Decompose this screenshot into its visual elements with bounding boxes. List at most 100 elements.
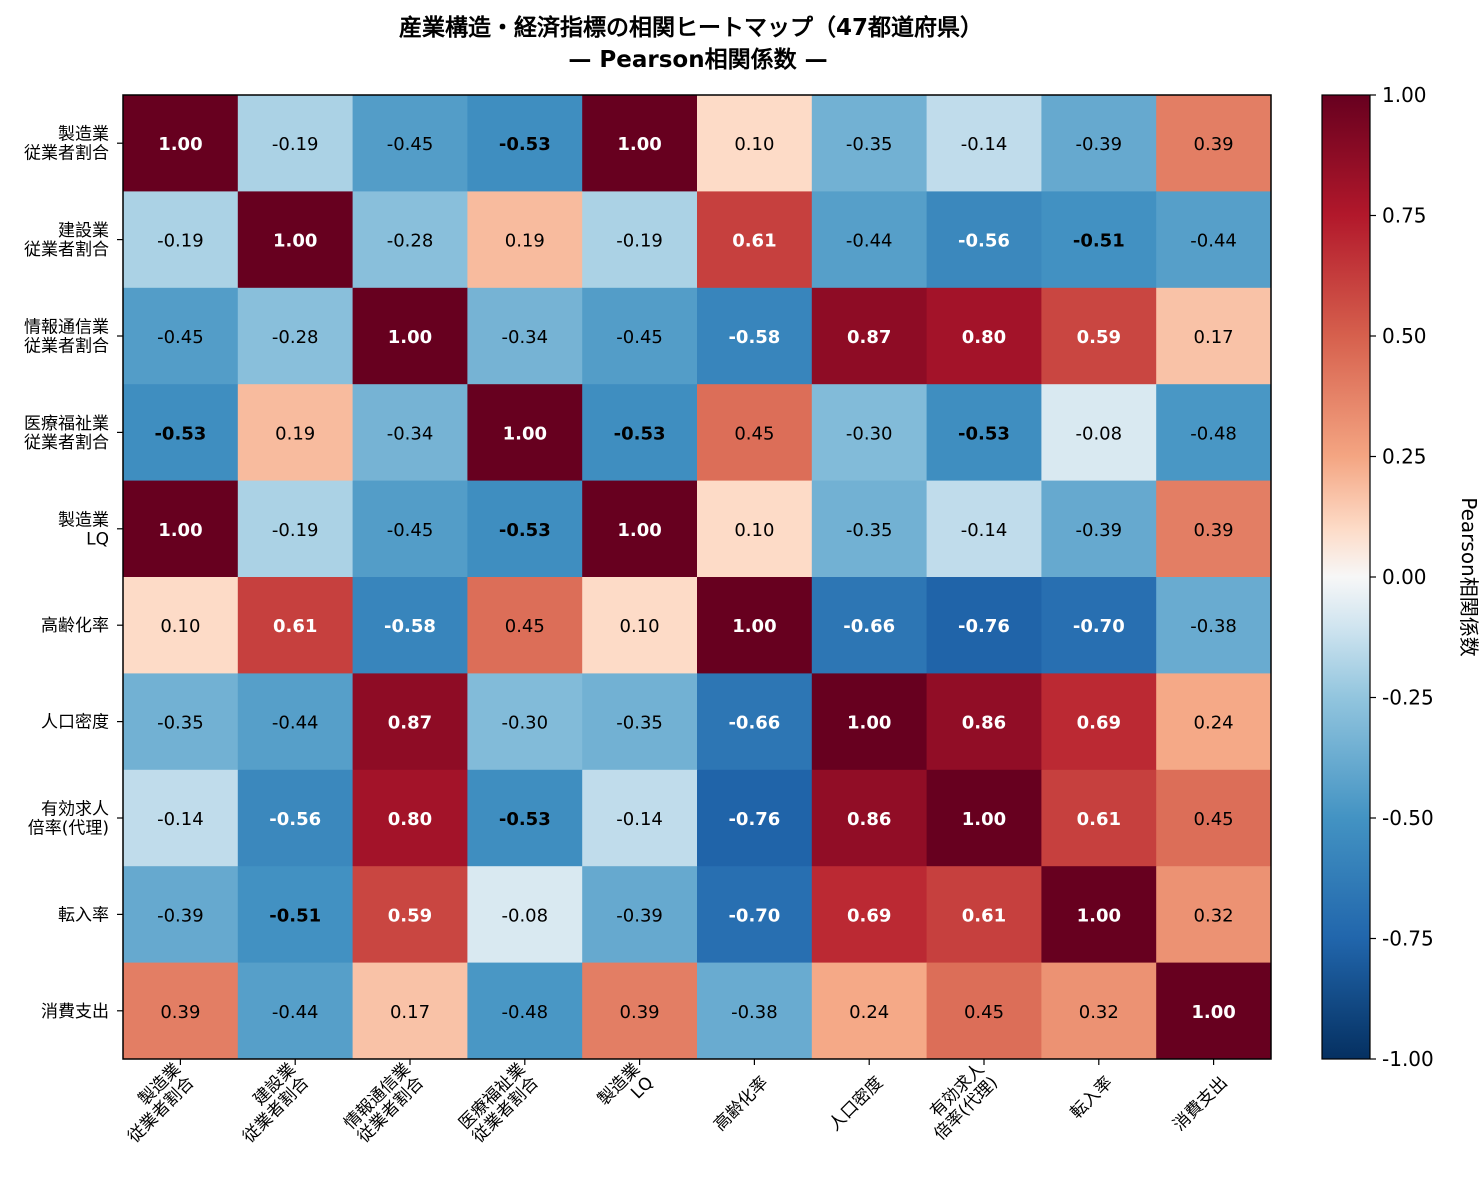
cell-value-label: 0.69 [1077, 713, 1121, 734]
heatmap-cell [123, 577, 239, 674]
heatmap-cell [697, 287, 813, 385]
heatmap-cell [811, 962, 928, 1060]
cell-value-label: 0.61 [1077, 809, 1121, 830]
cell-value-label: -0.35 [616, 713, 663, 734]
heatmap-cell [582, 480, 698, 578]
cell-value-label: 0.39 [620, 1002, 660, 1023]
heatmap-cell [926, 191, 1042, 289]
heatmap-cell [1156, 384, 1272, 482]
cell-value-label: 0.39 [160, 1002, 200, 1023]
heatmap-cell [926, 287, 1042, 385]
cell-value-label: 1.00 [847, 713, 891, 734]
heatmap-cell [926, 480, 1042, 578]
heatmap-cell [237, 962, 354, 1060]
colorbar-tick-label: 0.75 [1382, 204, 1427, 228]
y-tick-label: 転入率 [58, 905, 109, 925]
y-tick-label: 消費支出 [41, 1002, 109, 1022]
heatmap-cell [811, 480, 928, 578]
cell-value-label: -0.76 [958, 616, 1010, 637]
heatmap-cell [352, 866, 468, 964]
cell-value-label: 0.39 [1194, 520, 1234, 541]
cell-value-label: -0.14 [961, 134, 1008, 155]
cell-value-label: -0.44 [846, 231, 893, 252]
cell-value-label: -0.28 [272, 327, 319, 348]
heatmap-cell [697, 866, 813, 964]
colorbar-label: Pearson相関係数 [1457, 497, 1481, 656]
heatmap-cell [1041, 962, 1157, 1060]
cell-value-label: -0.38 [1190, 616, 1237, 637]
cell-value-label: -0.53 [499, 134, 551, 155]
heatmap-cell [926, 866, 1042, 964]
y-tick-label: 製造業 [58, 125, 109, 145]
cell-value-label: 1.00 [962, 809, 1006, 830]
heatmap-cells: 1.00 -0.19 -0.45 -0.53 1.00 0.10 -0.35 -0.14 -0.… [123, 95, 1272, 1060]
cell-value-label: 0.80 [962, 327, 1006, 348]
heatmap-cell [352, 673, 468, 771]
cell-value-label: -0.76 [728, 809, 780, 830]
cell-value-label: 0.10 [620, 616, 660, 637]
y-axis-ticks: 製造業従業者割合建設業従業者割合情報通信業従業者割合医療福祉業従業者割合製造業L… [24, 125, 123, 1022]
heatmap-cell [352, 384, 468, 482]
heatmap-cell [582, 384, 698, 482]
cell-value-label: 0.10 [734, 134, 774, 155]
heatmap-cell [697, 95, 813, 192]
heatmap-cell [811, 769, 928, 867]
cell-value-label: -0.34 [387, 423, 434, 444]
y-tick-label: 従業者割合 [24, 144, 109, 164]
heatmap-cell [811, 384, 928, 482]
cell-value-label: -0.66 [728, 713, 780, 734]
heatmap-cell [582, 866, 698, 964]
x-tick-label: 消費支出 [1169, 1073, 1231, 1135]
cell-value-label: -0.44 [1190, 231, 1237, 252]
heatmap-cell [582, 769, 698, 867]
cell-value-label: 0.45 [964, 1002, 1004, 1023]
heatmap-cell [467, 95, 583, 192]
cell-value-label: -0.30 [846, 423, 893, 444]
heatmap-cell [237, 480, 354, 578]
cell-value-label: 1.00 [617, 134, 661, 155]
cell-value-label: -0.48 [1190, 423, 1237, 444]
cell-value-label: -0.39 [157, 905, 204, 926]
cell-value-label: 0.59 [1077, 327, 1121, 348]
heatmap-cell [697, 962, 813, 1060]
cell-value-label: -0.39 [1076, 134, 1123, 155]
heatmap-cell [237, 866, 354, 964]
heatmap-cell [352, 95, 468, 192]
y-tick-label: 従業者割合 [24, 337, 109, 357]
heatmap-cell [1156, 95, 1272, 192]
cell-value-label: -0.30 [502, 713, 549, 734]
heatmap-cell [467, 673, 583, 771]
heatmap-cell [352, 962, 468, 1060]
cell-value-label: -0.14 [616, 809, 663, 830]
y-tick-label: 従業者割合 [24, 433, 109, 453]
heatmap-cell [1041, 673, 1157, 771]
cell-value-label: -0.19 [272, 134, 319, 155]
cell-value-label: 0.45 [1194, 809, 1234, 830]
heatmap-cell [1156, 191, 1272, 289]
heatmap-cell [1041, 480, 1157, 578]
cell-value-label: -0.08 [502, 905, 549, 926]
cell-value-label: 0.17 [1194, 327, 1234, 348]
heatmap-cell [697, 673, 813, 771]
heatmap-cell [237, 673, 354, 771]
y-tick-label: 建設業 [58, 221, 109, 241]
heatmap-cell [123, 866, 239, 964]
heatmap-cell [467, 769, 583, 867]
heatmap-cell [811, 191, 928, 289]
heatmap-cell [1156, 962, 1272, 1060]
cell-value-label: 0.24 [849, 1002, 889, 1023]
heatmap-cell [582, 962, 698, 1060]
cell-value-label: -0.44 [272, 713, 319, 734]
heatmap-cell [1156, 480, 1272, 578]
cell-value-label: 0.61 [732, 231, 776, 252]
cell-value-label: -0.44 [272, 1002, 319, 1023]
cell-value-label: -0.19 [157, 231, 204, 252]
heatmap-cell [811, 287, 928, 385]
cell-value-label: 1.00 [1077, 905, 1121, 926]
heatmap-cell [467, 287, 583, 385]
